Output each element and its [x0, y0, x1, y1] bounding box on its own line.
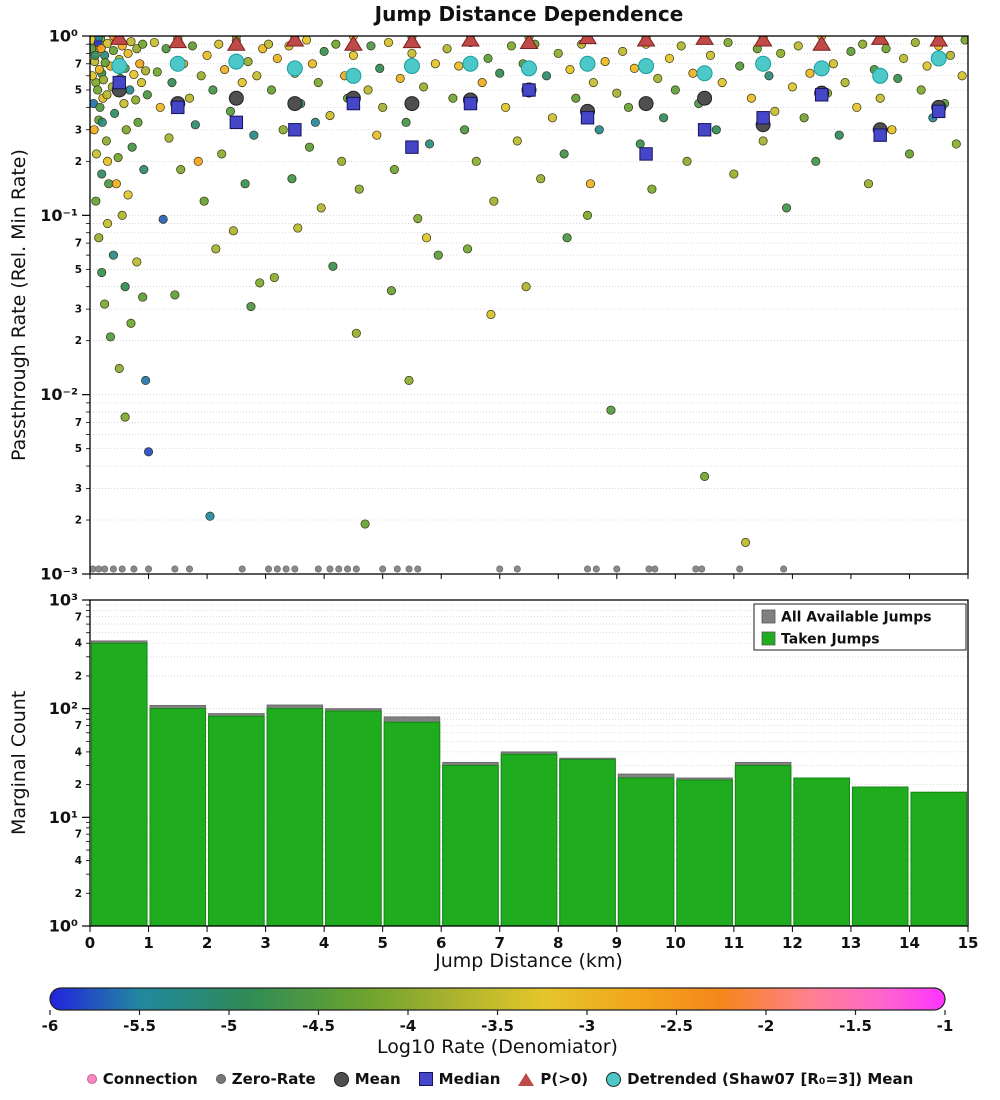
- legend-item: Detrended (Shaw07 [R₀=3]) Mean: [606, 1070, 913, 1088]
- svg-text:3: 3: [75, 483, 82, 495]
- detrended-mean-marker-icon: [606, 1071, 622, 1087]
- svg-text:6: 6: [436, 934, 446, 952]
- svg-text:1: 1: [143, 934, 153, 952]
- svg-text:2: 2: [202, 934, 212, 952]
- svg-text:10⁻³: 10⁻³: [40, 565, 78, 584]
- p-gt0-marker-icon: [518, 1072, 535, 1086]
- svg-text:-5.5: -5.5: [123, 1017, 156, 1035]
- svg-text:-2: -2: [758, 1017, 775, 1035]
- svg-text:7: 7: [75, 417, 82, 429]
- legend-item-label: P(>0): [540, 1070, 589, 1088]
- svg-text:8: 8: [553, 934, 563, 952]
- svg-text:10¹: 10¹: [49, 808, 78, 827]
- mean-marker-icon: [333, 1071, 349, 1087]
- svg-text:4: 4: [75, 746, 82, 758]
- colorbar-label: Log10 Rate (Denomiator): [377, 1036, 618, 1058]
- connection-marker-icon: [86, 1074, 97, 1084]
- svg-text:-5: -5: [221, 1017, 238, 1035]
- svg-text:-4: -4: [400, 1017, 417, 1035]
- gridlines: [90, 43, 968, 521]
- svg-text:7: 7: [75, 58, 82, 70]
- legend-item: Connection: [86, 1070, 198, 1088]
- svg-text:14: 14: [899, 934, 920, 952]
- svg-text:5: 5: [75, 443, 82, 455]
- svg-text:10: 10: [665, 934, 686, 952]
- svg-text:7: 7: [75, 720, 82, 732]
- median-markers: [112, 75, 946, 161]
- svg-text:9: 9: [612, 934, 622, 952]
- svg-text:7: 7: [75, 611, 82, 623]
- svg-text:5: 5: [75, 264, 82, 276]
- svg-text:2: 2: [75, 779, 82, 791]
- svg-text:15: 15: [958, 934, 979, 952]
- svg-text:12: 12: [782, 934, 803, 952]
- svg-text:7: 7: [75, 238, 82, 250]
- svg-text:2: 2: [75, 335, 82, 347]
- legend-item-label: Connection: [102, 1070, 198, 1088]
- zero-rate-points: [90, 565, 788, 573]
- x-axis-label: Jump Distance (km): [435, 950, 623, 972]
- legend-item: Median: [418, 1070, 501, 1088]
- scatter-points: [90, 36, 968, 547]
- axes: 10⁰10⁻¹10⁻²10⁻³23572357235710³10²10¹10⁰2…: [40, 27, 978, 953]
- svg-text:4: 4: [319, 934, 329, 952]
- svg-text:3: 3: [75, 124, 82, 136]
- svg-text:10²: 10²: [49, 699, 78, 718]
- svg-text:-1: -1: [937, 1017, 954, 1035]
- figure-legend: Connection Zero-Rate Mean Median P(>0) Detren…: [0, 1070, 1000, 1088]
- scatter-layer: [90, 36, 968, 573]
- legend-item-label: Zero-Rate: [231, 1070, 316, 1088]
- svg-text:3: 3: [75, 304, 82, 316]
- svg-text:10⁻¹: 10⁻¹: [40, 206, 78, 225]
- svg-text:2: 2: [75, 156, 82, 168]
- svg-text:-3: -3: [579, 1017, 596, 1035]
- chart-title: Jump Distance Dependence: [374, 2, 684, 26]
- svg-text:11: 11: [723, 934, 744, 952]
- p-gt0-markers: [109, 36, 949, 51]
- svg-text:2: 2: [75, 670, 82, 682]
- svg-text:7: 7: [75, 829, 82, 841]
- svg-text:10³: 10³: [49, 591, 78, 610]
- svg-text:-1.5: -1.5: [839, 1017, 872, 1035]
- median-marker-icon: [418, 1072, 433, 1086]
- svg-text:10⁻²: 10⁻²: [40, 385, 78, 404]
- svg-text:3: 3: [260, 934, 270, 952]
- svg-text:-6: -6: [42, 1017, 59, 1035]
- bar-panel-legend: All Available Jumps Taken Jumps: [753, 603, 967, 651]
- svg-text:13: 13: [840, 934, 861, 952]
- zero-rate-marker-icon: [215, 1074, 226, 1084]
- svg-text:2: 2: [75, 888, 82, 900]
- svg-text:5: 5: [75, 84, 82, 96]
- svg-text:All Available Jumps: All Available Jumps: [781, 610, 932, 626]
- svg-text:10⁰: 10⁰: [49, 917, 78, 936]
- svg-text:Taken Jumps: Taken Jumps: [781, 632, 880, 648]
- svg-text:10⁰: 10⁰: [49, 27, 78, 46]
- svg-text:5: 5: [377, 934, 387, 952]
- legend-item-label: Mean: [354, 1070, 401, 1088]
- detrended-mean-markers: [111, 50, 947, 84]
- legend-item-label: Median: [438, 1070, 501, 1088]
- svg-text:-3.5: -3.5: [481, 1017, 514, 1035]
- svg-text:-4.5: -4.5: [302, 1017, 335, 1035]
- legend-item: P(>0): [518, 1070, 588, 1088]
- histogram-bars: [91, 640, 968, 927]
- legend-item-label: Detrended (Shaw07 [R₀=3]) Mean: [627, 1070, 914, 1088]
- legend-item: Zero-Rate: [215, 1070, 316, 1088]
- svg-text:7: 7: [495, 934, 505, 952]
- svg-text:4: 4: [75, 855, 82, 867]
- legend-item: Mean: [333, 1070, 401, 1088]
- svg-text:4: 4: [75, 638, 82, 650]
- svg-text:0: 0: [85, 934, 95, 952]
- colorbar: -6 -5.5 -5 -4.5 -4 -3.5 -3 -2.5 -2 -1.5 -1: [42, 987, 954, 1035]
- svg-text:-2.5: -2.5: [660, 1017, 693, 1035]
- svg-text:2: 2: [75, 515, 82, 527]
